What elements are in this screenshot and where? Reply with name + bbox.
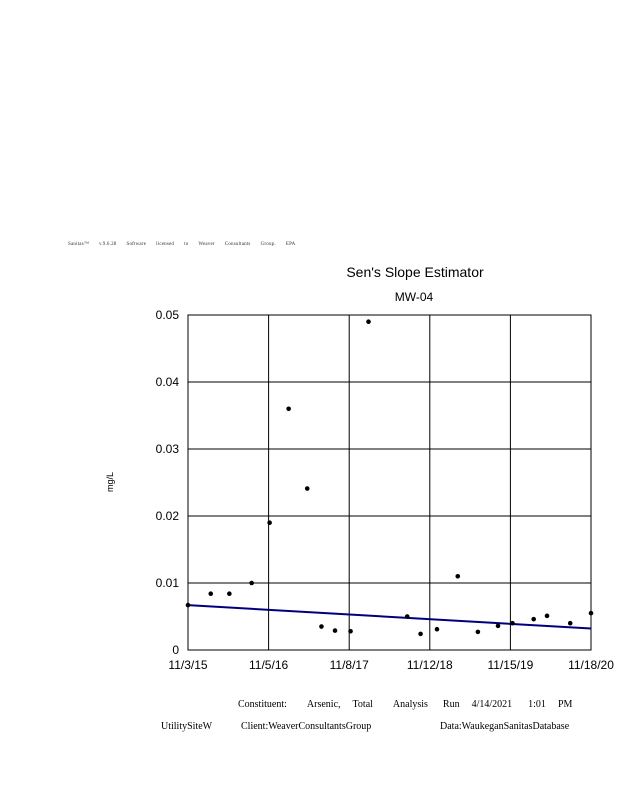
- footer-word: Total: [352, 699, 373, 710]
- data-point: [475, 629, 481, 635]
- y-tick-label: 0: [172, 643, 179, 657]
- plot-frame: [187, 314, 592, 651]
- notice-word: Group.: [260, 242, 276, 247]
- data-point: [304, 486, 310, 491]
- footer-client: Client:WeaverConsultantsGroup: [241, 721, 372, 732]
- footer-word: 4/14/2021: [471, 699, 513, 710]
- footer-line-1: Constituent: Arsenic, Total Analysis Run 4/14…: [238, 699, 572, 710]
- trend-line-group: [187, 604, 592, 630]
- data-point: [455, 574, 461, 579]
- x-tick-label: 11/3/15: [168, 658, 207, 672]
- x-tick-labels: 11/3/15 11/5/16 11/8/17 11/12/18 11/15/19 11/…: [168, 658, 614, 672]
- software-license-notice: Sanitas™ v.9.6.28 Software licensed to Weaver…: [68, 242, 305, 247]
- notice-word: Weaver: [198, 242, 215, 247]
- data-point: [348, 628, 353, 634]
- x-tick-label: 11/15/19: [487, 658, 533, 672]
- x-tick-label: 11/8/17: [330, 658, 369, 672]
- notice-word: to: [184, 242, 189, 247]
- data-point: [249, 580, 254, 586]
- data-point: [319, 624, 324, 629]
- data-point: [227, 591, 232, 597]
- y-tick-label: 0.05: [156, 308, 180, 322]
- y-tick-labels: 0 0.01 0.02 0.03 0.04 0.05: [156, 308, 180, 657]
- footer-site: UtilitySiteW: [161, 721, 213, 732]
- notice-word: v.9.6.28: [98, 242, 117, 247]
- footer-word: Arsenic,: [306, 699, 341, 710]
- plot-grid: [187, 314, 592, 651]
- data-point: [286, 406, 291, 412]
- data-point: [332, 628, 338, 633]
- chart-title: Sen's Slope Estimator: [346, 264, 484, 280]
- data-point: [588, 610, 594, 616]
- y-tick-label: 0.01: [156, 576, 180, 590]
- y-tick-label: 0.02: [156, 509, 180, 523]
- notice-word: Software: [126, 242, 147, 247]
- data-point: [366, 319, 371, 325]
- chart-subtitle: MW-04: [395, 290, 434, 304]
- footer-database: Data:WaukeganSanitasDatabase: [440, 721, 570, 732]
- data-point: [495, 623, 501, 629]
- footer-word: Analysis: [392, 699, 428, 710]
- footer-word: 1:01: [528, 699, 546, 710]
- notice-word: EPA: [285, 242, 296, 247]
- y-tick-label: 0.03: [156, 442, 180, 456]
- data-point: [510, 620, 515, 626]
- sens-slope-trend-line: [187, 604, 592, 630]
- footer-word: Run: [442, 699, 460, 710]
- x-tick-label: 11/5/16: [249, 658, 288, 672]
- notice-word: licensed: [156, 242, 175, 247]
- data-point: [185, 602, 191, 608]
- data-point: [531, 616, 536, 622]
- x-tick-label: 11/12/18: [407, 658, 453, 672]
- data-point: [544, 613, 550, 619]
- y-tick-label: 0.04: [156, 375, 180, 389]
- data-point: [267, 520, 272, 525]
- data-points: [185, 319, 594, 637]
- y-axis-label: mg/L: [105, 472, 115, 492]
- data-point: [208, 591, 214, 597]
- data-point: [404, 614, 410, 619]
- x-tick-label: 11/18/20: [568, 658, 614, 672]
- notice-word: Sanitas™: [68, 242, 89, 247]
- footer-word: Constituent:: [238, 699, 287, 710]
- notice-word: Consultants: [224, 242, 251, 247]
- data-point: [418, 631, 423, 637]
- data-point: [434, 626, 440, 632]
- data-point: [567, 620, 573, 626]
- footer-word: PM: [557, 699, 573, 710]
